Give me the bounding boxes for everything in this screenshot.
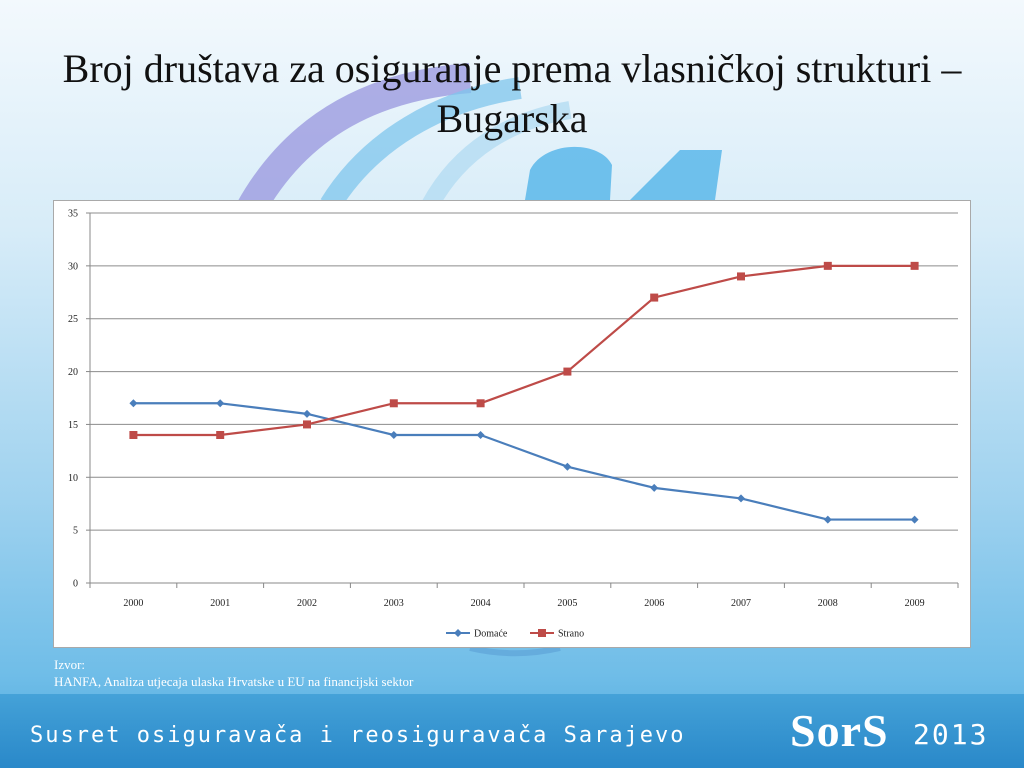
data-point — [650, 483, 659, 492]
source-note: Izvor: HANFA, Analiza utjecaja ulaska Hr… — [54, 656, 413, 690]
decorative-arc-purple — [236, 63, 472, 218]
data-point — [910, 261, 919, 270]
data-point — [303, 420, 311, 429]
decorative-arc-blue — [320, 77, 522, 211]
source-text: HANFA, Analiza utjecaja ulaska Hrvatske … — [54, 674, 414, 689]
footer-bar — [0, 694, 1024, 768]
data-point — [389, 431, 398, 439]
slide-title: Broj društava za osiguranje prema vlasni… — [62, 46, 962, 141]
decorative-arc-lightblue — [422, 101, 572, 210]
x-tick-label: 2005 — [557, 598, 577, 609]
y-tick-label: 25 — [68, 314, 78, 325]
y-tick-label: 30 — [68, 261, 78, 272]
x-tick-label: 2004 — [471, 598, 491, 609]
y-tick-label: 20 — [68, 367, 78, 378]
x-tick-label: 2006 — [644, 598, 664, 609]
data-point — [737, 494, 745, 503]
decorative-arc-bottom — [469, 645, 561, 657]
data-point — [129, 431, 138, 439]
legend-marker — [454, 629, 462, 637]
y-tick-label: 0 — [73, 579, 78, 590]
legend-marker — [538, 629, 546, 637]
data-point — [476, 431, 485, 439]
data-point — [216, 399, 225, 408]
series-line-2 — [133, 264, 915, 437]
x-tick-label: 2007 — [731, 598, 751, 609]
x-tick-label: 2000 — [123, 598, 143, 609]
data-point — [389, 399, 398, 408]
x-tick-label: 2002 — [297, 598, 317, 609]
x-tick-label: 2003 — [384, 598, 404, 609]
series-line-1 — [133, 402, 915, 521]
decorative-logo-shape — [525, 146, 722, 200]
data-point — [910, 515, 919, 524]
y-tick-label: 35 — [68, 209, 78, 220]
y-tick-label: 15 — [68, 420, 78, 431]
source-heading: Izvor: — [54, 657, 86, 672]
y-tick-label: 5 — [73, 526, 78, 537]
legend-label: Strano — [558, 629, 584, 640]
x-tick-label: 2009 — [905, 598, 925, 609]
data-point — [650, 293, 659, 302]
data-point — [129, 399, 138, 408]
footer-event-text: Susret osiguravača i reosiguravača Saraj… — [30, 723, 686, 748]
data-point — [823, 261, 832, 270]
data-point — [216, 431, 225, 439]
data-point — [823, 515, 832, 524]
data-point — [563, 367, 572, 376]
x-tick-label: 2001 — [210, 598, 230, 609]
data-point — [563, 462, 572, 471]
legend-label: Domaće — [474, 629, 508, 640]
line-chart: 0 5 10 15 20 25 30 35 2000 2001 2002 2003 2004 2005 20… — [53, 200, 971, 648]
data-point — [303, 409, 311, 418]
data-point — [476, 399, 485, 408]
brand-logo-text: SorS — [790, 705, 889, 756]
brand-year: 2013 — [913, 718, 989, 751]
x-tick-label: 2008 — [818, 598, 838, 609]
data-point — [737, 272, 745, 281]
chart-svg: 0 5 10 15 20 25 30 35 2000 2001 2002 2003 2004 2005 20… — [68, 209, 959, 640]
y-tick-label: 10 — [68, 473, 78, 484]
